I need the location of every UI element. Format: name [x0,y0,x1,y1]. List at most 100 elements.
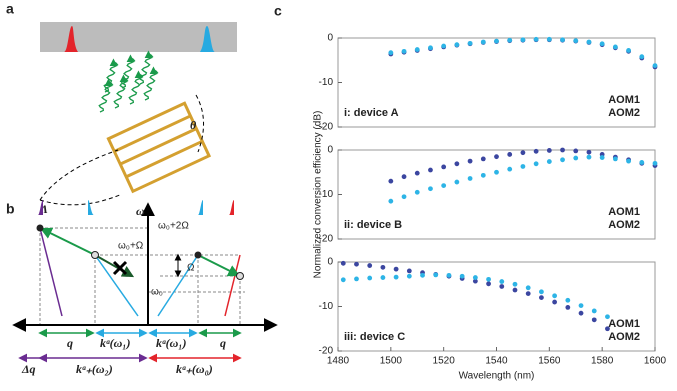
data-point [388,198,394,204]
legend-label: AOM2 [608,331,640,343]
wave [103,58,119,93]
wave [138,50,154,85]
data-point [552,299,558,305]
wavevector-label: kᵃ₊(ω₂) [76,362,113,376]
data-point [446,272,452,278]
axis-label: ω [136,204,145,218]
data-point [565,297,571,303]
data-point [428,45,433,51]
dashed-guide [39,94,204,206]
wave [128,70,144,105]
data-point [612,156,618,162]
panel-label: a [6,1,14,17]
legend-label: AOM1 [608,94,640,106]
dispersion [39,227,63,317]
x-tick-label: 1560 [538,356,561,367]
data-point [560,37,565,43]
data-point [578,303,584,309]
data-point [639,54,645,60]
data-point [586,149,592,155]
data-point [480,172,486,178]
legend-label: AOM1 [608,318,640,330]
data-point [520,164,526,169]
y-tick-label: -20 [319,122,334,133]
transition [197,254,241,277]
transition [39,227,96,256]
data-point [459,273,465,279]
x-tick-label: 1580 [591,356,614,367]
data-point [573,38,579,44]
legend-label: AOM2 [608,107,640,119]
data-point [380,264,386,270]
data-point [494,154,499,160]
x-tick-label: 1600 [644,356,667,367]
data-point [494,38,499,44]
data-point [393,266,399,272]
blue-pulse [200,26,221,52]
data-point [420,272,425,278]
red-pulse [58,26,78,52]
data-point [499,284,505,289]
wavevector-arrows [18,328,242,363]
data-point [367,275,373,281]
level-label: ω₀ [151,287,163,298]
level-label: Ω [187,263,195,274]
legend-label: AOM2 [608,219,640,231]
data-point [428,167,433,173]
data-point [520,37,526,43]
pulse-icon [82,200,98,215]
wave [113,74,129,109]
data-point [525,291,531,296]
data-point [401,194,407,200]
data-point [652,160,658,166]
data-point [573,155,579,161]
data-point [546,159,552,164]
data-point [512,281,518,287]
data-point [388,50,394,56]
wavevector-label: kᵃ₊(ω₀) [176,362,213,376]
dispersion [94,254,139,317]
data-point [454,42,460,48]
data-point [586,154,592,160]
y-tick-label: -20 [319,346,334,357]
x-tick-label: 1520 [433,356,456,367]
data-point [414,170,420,176]
data-point [546,36,552,42]
wavevector-label: kᵃ(ω₁) [100,336,130,350]
data-point [454,161,460,167]
angle-label: θ [190,118,197,132]
pulse-icon [33,200,48,215]
state [194,251,202,259]
y-tick-label: -20 [319,234,334,245]
data-point [486,281,491,287]
data-point [612,44,618,50]
panel-label: c [274,3,282,19]
data-point [454,179,460,185]
legend-label: AOM1 [608,206,640,218]
period-label: Λ [39,202,48,216]
level-label: ω₀+Ω [118,241,144,252]
y-tick-label: 0 [327,257,333,268]
data-point [599,155,605,160]
pulse-icon [193,200,208,215]
data-point [507,166,513,172]
y-tick-label: 0 [327,33,333,44]
y-tick-label: -10 [319,301,334,312]
data-point [441,164,447,170]
data-point [605,314,610,320]
data-point [367,263,373,268]
data-point [406,273,412,279]
data-point [591,308,597,314]
data-point [433,272,439,278]
dispersion [224,254,241,317]
wavevector-label: Δq [21,362,36,376]
data-point [480,156,486,162]
annotation: ii: device B [344,219,402,231]
y-tick-label: 0 [327,145,333,156]
data-point [393,274,399,280]
data-point [467,158,473,164]
data-point [626,158,631,164]
wave [143,66,159,101]
data-point [533,161,539,167]
data-point [578,310,584,316]
